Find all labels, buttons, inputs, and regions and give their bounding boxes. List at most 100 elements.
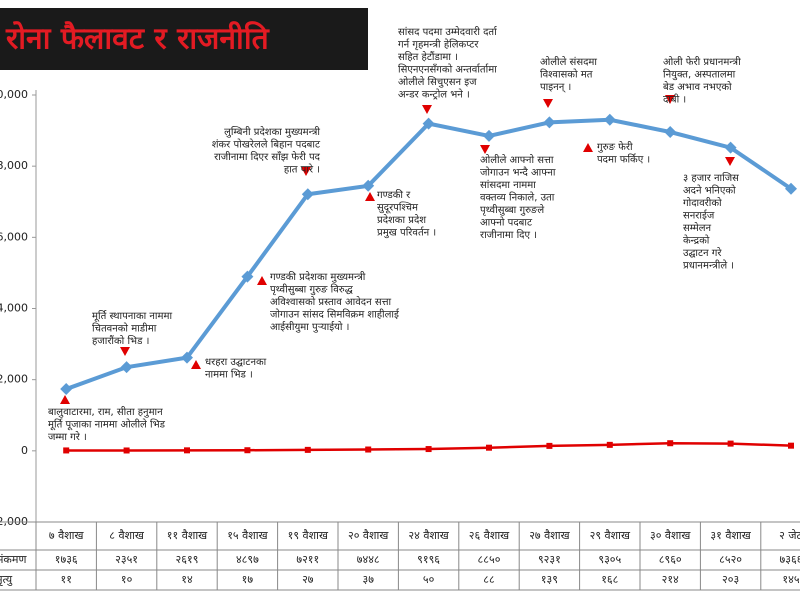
x-tick-label: २९ वैशाख	[590, 529, 631, 542]
chart-title: रोना फैलावट र राजनीति	[5, 21, 271, 57]
annotation: ओली फेरी प्रधानमन्त्री	[663, 56, 741, 68]
annotation-marker	[543, 99, 553, 108]
x-tick-label: २७ वैशाख	[529, 529, 570, 542]
point	[546, 442, 553, 449]
x-tick-label: २० वैशाख	[348, 529, 389, 542]
annotation: आईसीयुमा पुऱ्याईयो ।	[270, 321, 349, 333]
table-value: ८५२०	[719, 553, 742, 566]
table-value: १३९	[541, 573, 558, 586]
annotation-marker	[301, 167, 311, 176]
annotation-marker	[665, 95, 675, 104]
point	[785, 182, 797, 195]
annotation: गण्डकी प्रदेशका मुख्यमन्त्री	[270, 271, 366, 283]
annotation: सनराईज	[683, 210, 715, 222]
point	[181, 351, 193, 364]
table-value: १७३६	[55, 553, 78, 566]
annotation: धरहरा उद्घाटनका	[205, 357, 267, 368]
point	[422, 117, 435, 130]
annotation: मूर्ति स्थापनाका नाममा	[92, 310, 172, 322]
point	[667, 440, 674, 447]
annotation: बालुवाटारमा, राम, सीता हनुमान	[48, 406, 163, 418]
table-value: २६१९	[176, 553, 199, 566]
table-value: १०	[121, 573, 133, 586]
annotation: पाइनन् ।	[540, 82, 571, 93]
annotation-marker	[120, 347, 130, 356]
annotation: गोदावरीको	[683, 197, 722, 209]
annotation: जम्मा गरे ।	[48, 431, 87, 443]
table-value: ७४४८	[357, 553, 380, 566]
annotation: गर्न गृहमन्त्री हेलिकप्टर	[398, 39, 479, 51]
annotation: आफ्नो पदबाट	[480, 217, 533, 229]
annotation: उद्घाटन गरे	[683, 247, 722, 259]
y-tick-label: 2,000	[0, 373, 28, 386]
annotation: शंकर पोखरेलले बिहान पदबाट	[212, 139, 321, 151]
annotation: राजीनामा दिएर साँझ फेरी पद	[214, 151, 321, 163]
table-value: ३७	[362, 573, 374, 586]
table-value: ७३६६	[780, 553, 800, 566]
point	[60, 383, 73, 396]
y-tick-label: 8,000	[0, 159, 28, 172]
table-value: ११	[60, 573, 71, 586]
point	[304, 446, 311, 453]
annotation: सिएनएनसँगको अन्तर्वार्तामा	[398, 64, 497, 76]
table-value: १४५	[782, 573, 799, 586]
x-tick-label: १५ वैशाख	[227, 529, 268, 542]
x-tick-label: ११ वैशाख	[167, 529, 208, 542]
annotation: गुरुङ फेरी	[597, 141, 633, 153]
y-tick-label: 0	[21, 444, 28, 457]
point	[120, 361, 133, 374]
annotation-marker	[365, 192, 375, 201]
annotation: विश्वासको मत	[540, 69, 593, 81]
annotation: बेड अभाव नभएको	[663, 81, 732, 93]
point	[184, 447, 190, 454]
annotation-marker	[257, 276, 267, 285]
point	[425, 446, 432, 453]
annotation: प्रधानमन्त्रीले ।	[683, 260, 734, 272]
annotation: पृथ्वीसुब्बा गुरुङ विरुद्ध	[270, 284, 354, 296]
point	[664, 126, 677, 139]
table-value: २७	[302, 573, 314, 586]
annotation: केन्द्रको	[683, 235, 710, 247]
annotation: सुदूरपश्चिम	[377, 202, 419, 214]
annotation-marker	[191, 360, 201, 369]
point	[606, 441, 613, 448]
annotation: नाममा भिड ।	[205, 369, 253, 381]
table-value: ९१९६	[417, 553, 440, 566]
annotation: मूर्ति पूजाका नाममा ओलीले भिड	[48, 419, 166, 431]
table-value: ८८५०	[478, 553, 501, 566]
annotation: ओलीले संसदमा	[540, 56, 597, 68]
annotation: सहित हेटौंडामा ।	[398, 51, 458, 63]
annotation: पृथ्वीसुब्बा गुरुङले	[480, 204, 544, 216]
annotation: अदने भनिएको	[683, 185, 736, 197]
annotation: सांसदमा नाममा	[480, 179, 536, 191]
table-value: ८८	[483, 573, 495, 586]
annotation: जोगाउन सांसद सिमविक्रम शाहीलाई	[270, 309, 400, 321]
table-value: १४	[181, 573, 193, 586]
annotation: ओलीले आफ्नो सत्ता	[480, 154, 554, 166]
row-label: मृत्यु	[0, 573, 13, 586]
table-value: ८९६०	[659, 553, 682, 566]
x-tick-label: २६ वैशाख	[469, 529, 510, 542]
annotation: ३ हजार नाजिस	[683, 172, 739, 184]
row-label: संकमण	[0, 553, 27, 566]
table-value: ७२११	[296, 553, 319, 566]
annotation-marker	[60, 395, 70, 404]
x-tick-label: ७ वैशाख	[49, 529, 85, 542]
point	[241, 270, 254, 283]
x-tick-label: २४ वैशाख	[408, 529, 449, 542]
point	[788, 442, 794, 449]
annotation: राजीनामा दिए ।	[480, 229, 537, 241]
x-tick-label: ३० वैशाख	[650, 529, 691, 542]
annotation: चितवनको माडीमा	[92, 323, 157, 335]
point	[123, 447, 130, 454]
annotation: प्रमुख परिवर्तन ।	[377, 227, 436, 239]
annotation-marker	[422, 105, 432, 114]
annotation: जोगाउन भन्दै आफ्ना	[480, 167, 556, 179]
annotation: लुम्बिनी प्रदेशका मुख्यमन्त्री	[224, 126, 320, 138]
annotation: सांसद पदमा उम्मेदवारी दर्ता	[398, 26, 498, 38]
annotation: प्रदेशका प्रदेश	[377, 214, 426, 226]
y-tick-label: 6,000	[0, 230, 28, 243]
table-value: ४८९७	[236, 553, 259, 566]
annotation: ओलीले सिचुएसन इज	[398, 76, 477, 88]
